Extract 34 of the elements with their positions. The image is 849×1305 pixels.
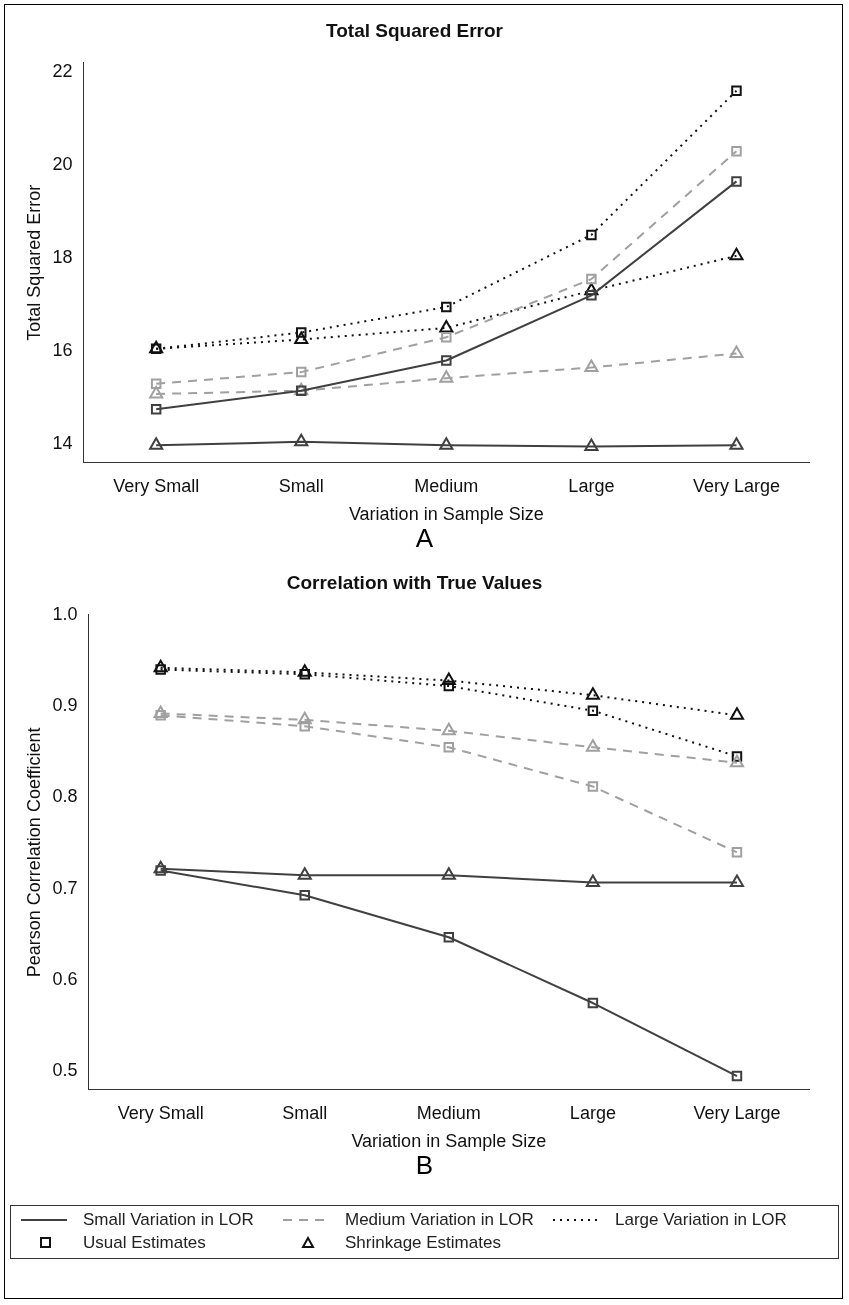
y-axis-title: Total Squared Error (23, 184, 44, 341)
x-axis-title: Variation in Sample Size (348, 504, 544, 525)
x-tick-label: Small (282, 1102, 328, 1123)
x-axis-title: Variation in Sample Size (351, 1131, 547, 1152)
y-tick-label: 0.5 (52, 1060, 78, 1081)
x-tick-label: Very Large (692, 475, 780, 496)
legend-label: Small Variation in LOR (83, 1210, 254, 1230)
legend-label: Medium Variation in LOR (345, 1210, 534, 1230)
y-tick-label: 18 (52, 247, 73, 268)
chart-title: Total Squared Error (325, 19, 504, 41)
y-tick-label: 0.9 (52, 695, 78, 716)
y-tick-label: 20 (52, 154, 73, 175)
y-tick-label: 16 (52, 340, 73, 361)
y-tick-label: 0.6 (52, 969, 78, 990)
x-tick-label: Large (568, 475, 615, 496)
text: Shrinkage Estimates (345, 1233, 501, 1253)
y-tick-label: 0.7 (52, 877, 78, 898)
y-tick-label: 14 (52, 433, 73, 454)
legend-label: Large Variation in LOR (615, 1210, 787, 1230)
y-tick-label: 1.0 (52, 603, 78, 624)
y-tick-label: 22 (52, 61, 73, 82)
x-tick-label: Very Small (117, 1102, 204, 1123)
x-tick-label: Medium (414, 475, 479, 496)
x-tick-label: Very Large (693, 1102, 781, 1123)
x-tick-label: Large (569, 1102, 616, 1123)
x-tick-label: Medium (416, 1102, 481, 1123)
text: B (414, 1150, 435, 1180)
text: A (414, 523, 435, 553)
x-tick-label: Small (278, 475, 324, 496)
y-tick-label: 0.8 (52, 786, 78, 807)
x-tick-label: Very Small (113, 475, 200, 496)
chart-title: Correlation with True Values (286, 571, 543, 593)
y-axis-title: Pearson Correlation Coefficient (23, 727, 44, 978)
text: Usual Estimates (83, 1233, 206, 1253)
